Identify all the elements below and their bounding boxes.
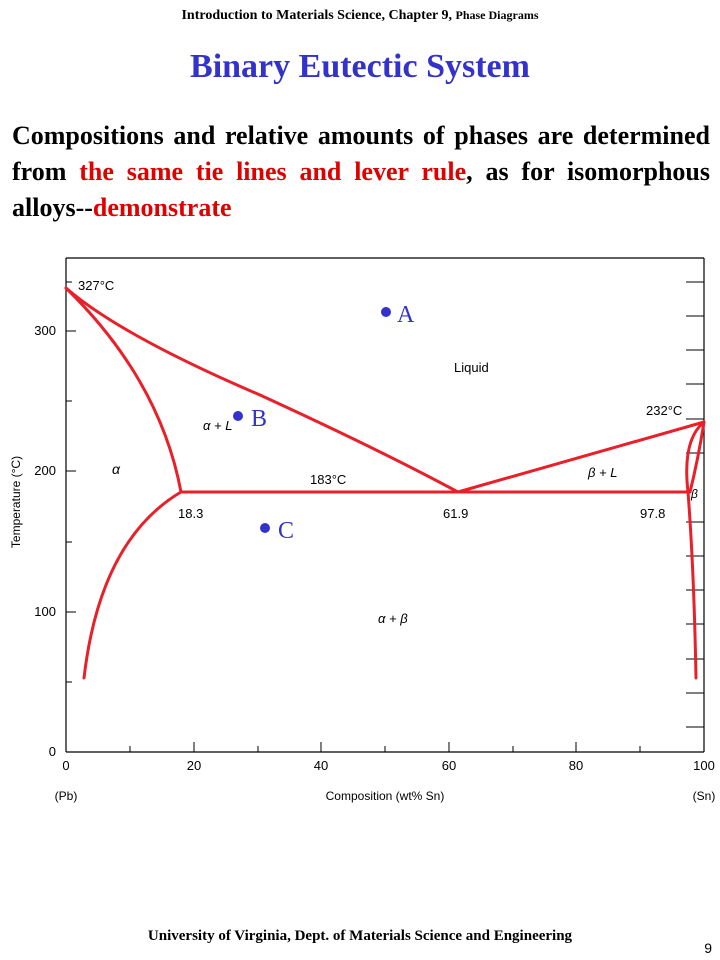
- beta-solidus: [688, 420, 706, 494]
- x-tick-label: 60: [442, 758, 456, 773]
- footer-text: University of Virginia, Dept. of Materia…: [147, 928, 573, 944]
- beta-boundary: [685, 420, 706, 680]
- y-tick-label: 200: [34, 463, 56, 478]
- x-axis-label: Composition (wt% Sn): [326, 789, 445, 803]
- y-tick-label: 300: [34, 323, 56, 338]
- beta-liquid-region-label: β + L: [587, 465, 617, 480]
- page-number: 9: [704, 940, 712, 956]
- body-text-emphasis-2: demonstrate: [92, 193, 232, 222]
- chapter-topic: Phase Diagrams: [455, 8, 539, 22]
- liquidus-left: [64, 286, 460, 494]
- x-label-sn: (Sn): [693, 789, 716, 803]
- point-a-label: A: [397, 302, 415, 328]
- point-a-marker: [381, 307, 391, 317]
- point-c-marker: [260, 523, 270, 533]
- point-c-label: C: [278, 518, 294, 544]
- body-text-2: , as for isomorphous alloys--: [12, 157, 710, 222]
- x-tick-label: 0: [62, 758, 69, 773]
- y-tick-label: 100: [34, 604, 56, 619]
- y-tick-label: 0: [49, 744, 56, 759]
- point-b-marker: [233, 411, 243, 421]
- liquidus-right: [456, 420, 706, 494]
- eutectic-temp-label: 183°C: [310, 472, 346, 487]
- y-axis-label: Temperature (°C): [9, 456, 23, 548]
- eutectic-composition-label: 61.9: [443, 506, 468, 521]
- body-text-emphasis-1: the same tie lines and lever rule: [79, 157, 467, 186]
- beta-region-label: β: [690, 487, 698, 501]
- x-tick-label: 40: [314, 758, 328, 773]
- body-paragraph: Compositions and relative amounts of pha…: [12, 118, 710, 226]
- x-tick-label: 100: [693, 758, 715, 773]
- x-tick-label: 80: [569, 758, 583, 773]
- slide-title: Binary Eutectic System: [190, 48, 530, 85]
- point-b-label: B: [251, 406, 267, 432]
- phase-diagram: 0 100 200 300 0 20 40 60 80 100 Composit…: [9, 257, 716, 803]
- alpha-composition-label: 18.3: [178, 506, 203, 521]
- x-tick-label: 20: [187, 758, 201, 773]
- slide-header: Introduction to Materials Science, Chapt…: [0, 8, 720, 24]
- alpha-beta-region-label: α + β: [378, 611, 408, 626]
- pb-melting-label: 327°C: [78, 278, 114, 293]
- course-title: Introduction to Materials Science, Chapt…: [181, 8, 456, 23]
- solvus-alpha: [82, 490, 183, 680]
- alpha-liquid-region-label: α + L: [203, 418, 232, 433]
- alpha-region-label: α: [112, 461, 121, 477]
- liquid-region-label: Liquid: [454, 360, 489, 375]
- x-label-pb: (Pb): [55, 789, 78, 803]
- solidus-alpha: [64, 286, 183, 494]
- sn-melting-label: 232°C: [646, 403, 682, 418]
- body-text-1: Compositions and relative amounts of pha…: [12, 121, 710, 186]
- phase-boundaries: [64, 286, 706, 680]
- beta-composition-label: 97.8: [640, 506, 665, 521]
